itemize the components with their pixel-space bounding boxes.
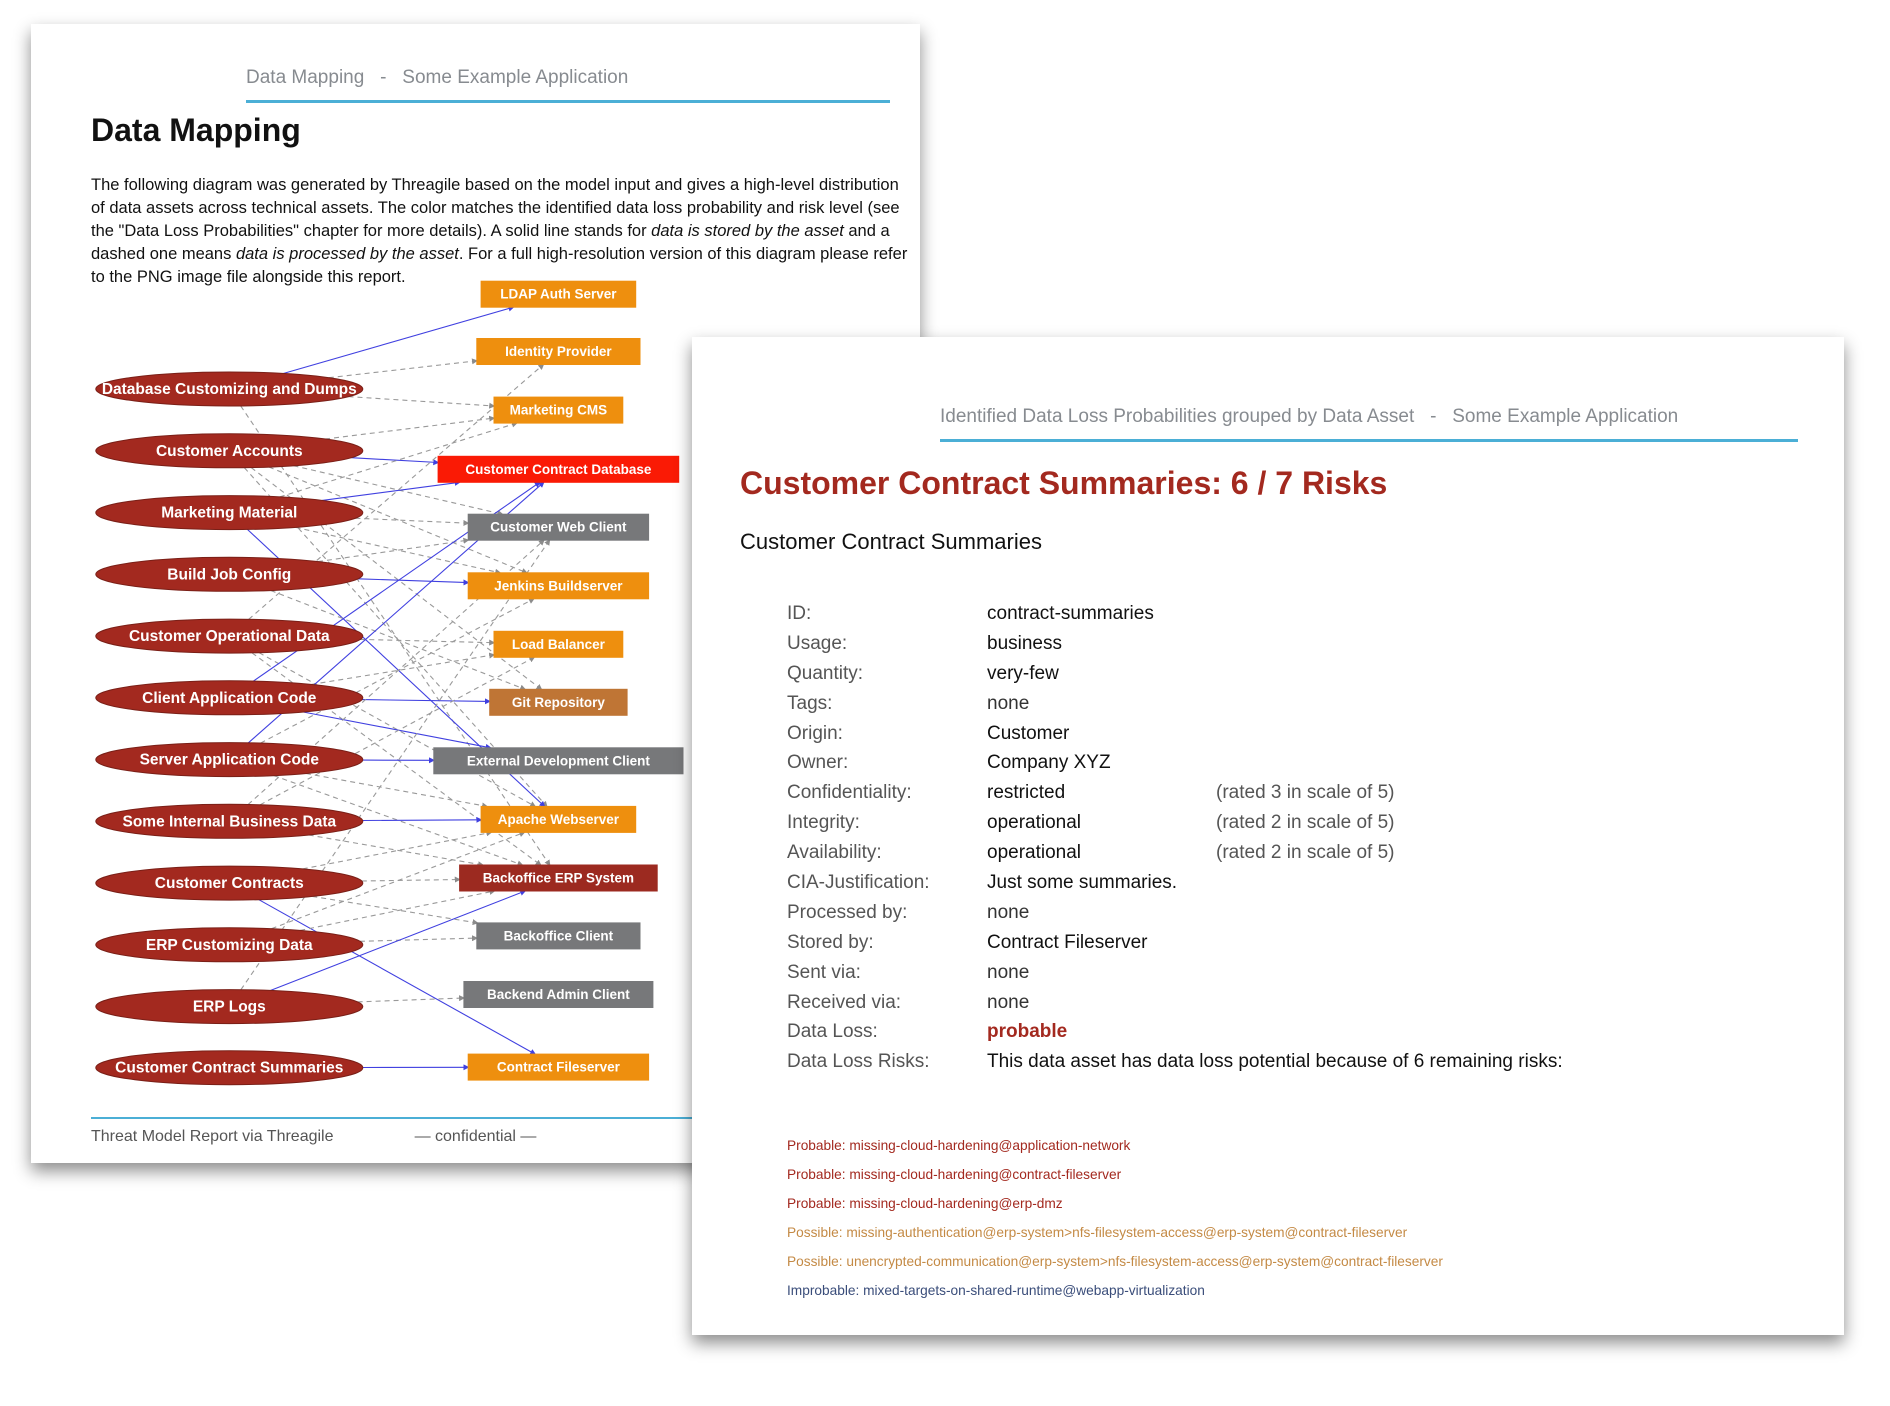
svg-text:External Development Client: External Development Client	[467, 753, 651, 768]
svg-text:Customer Operational Data: Customer Operational Data	[129, 628, 330, 645]
svg-text:Customer Web Client: Customer Web Client	[490, 520, 627, 535]
svg-text:ERP Customizing Data: ERP Customizing Data	[146, 937, 313, 954]
svg-text:Build Job Config: Build Job Config	[167, 566, 291, 583]
svg-text:Jenkins Buildserver: Jenkins Buildserver	[494, 578, 623, 593]
svg-text:ERP Logs: ERP Logs	[193, 999, 266, 1016]
svg-text:Git Repository: Git Repository	[512, 695, 606, 710]
svg-text:Backend Admin Client: Backend Admin Client	[487, 987, 630, 1002]
svg-text:LDAP Auth Server: LDAP Auth Server	[500, 287, 617, 302]
svg-text:Backoffice ERP System: Backoffice ERP System	[483, 871, 634, 886]
svg-text:Marketing CMS: Marketing CMS	[510, 403, 608, 418]
svg-text:Customer Contract Database: Customer Contract Database	[465, 462, 652, 477]
svg-text:Load Balancer: Load Balancer	[512, 637, 606, 652]
svg-text:Backoffice Client: Backoffice Client	[504, 928, 614, 943]
svg-text:Customer Contract Summaries: Customer Contract Summaries	[115, 1060, 343, 1077]
svg-text:Customer Accounts: Customer Accounts	[156, 443, 303, 460]
svg-text:Marketing Material: Marketing Material	[161, 505, 297, 522]
svg-text:Identity Provider: Identity Provider	[505, 344, 612, 359]
svg-text:Apache Webserver: Apache Webserver	[498, 812, 620, 827]
svg-text:Contract Fileserver: Contract Fileserver	[497, 1060, 621, 1075]
svg-text:Client Application Code: Client Application Code	[142, 690, 317, 707]
svg-text:Database Customizing and Dumps: Database Customizing and Dumps	[102, 381, 357, 398]
svg-text:Some Internal Business Data: Some Internal Business Data	[122, 813, 336, 830]
svg-text:Server Application Code: Server Application Code	[140, 752, 320, 769]
svg-text:Customer Contracts: Customer Contracts	[155, 875, 304, 892]
